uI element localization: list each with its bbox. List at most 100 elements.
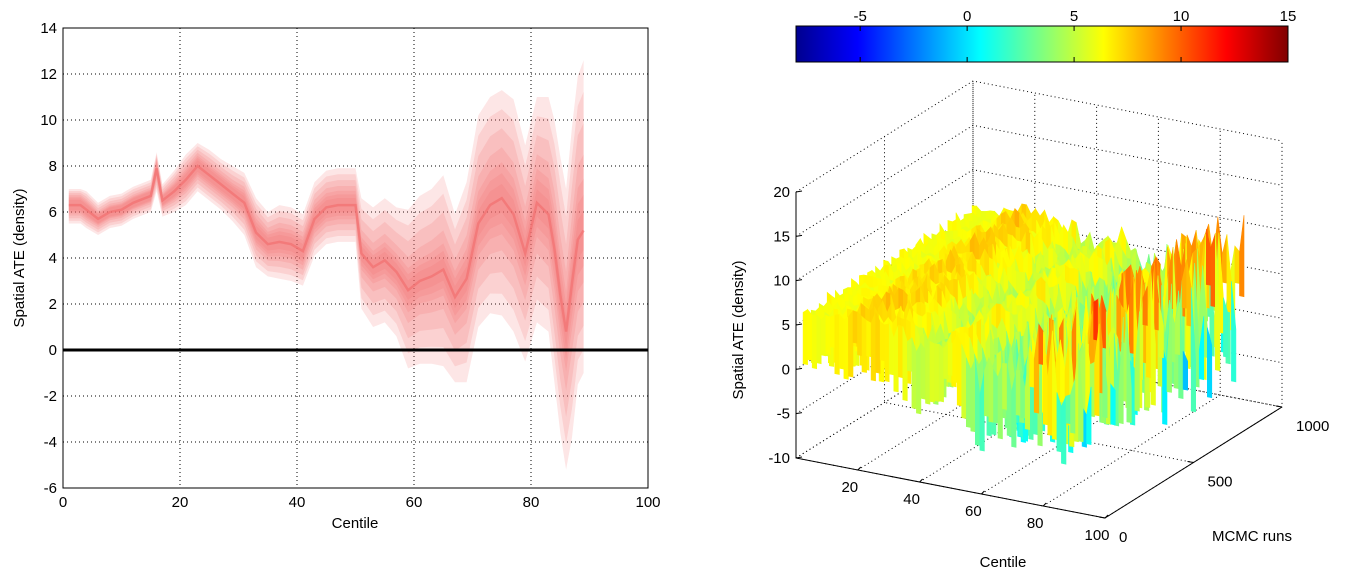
x-tick-label: 80 <box>1027 515 1044 532</box>
x-tick <box>1042 502 1047 507</box>
credible-bands <box>68 60 585 470</box>
y-tick-label: 4 <box>49 250 57 267</box>
z-tick-label: 20 <box>773 184 790 201</box>
x-tick-label: 100 <box>635 494 660 511</box>
surface-patch <box>1134 311 1140 412</box>
z-tick-labels: -10 -5 0 5 10 15 20 <box>768 184 803 467</box>
credible-band-layer <box>68 147 584 391</box>
x-tick <box>1104 514 1109 519</box>
surface-chart: -5 0 5 10 15 -10 -5 0 5 10 15 20 20 40 60 80 100 0 500 1… <box>730 8 1329 571</box>
z-tick-label: 0 <box>782 361 790 378</box>
surface-patch <box>1174 302 1180 356</box>
y-tick-label: 10 <box>40 112 57 129</box>
plot-frame <box>62 27 649 489</box>
surface-patch <box>1231 281 1237 383</box>
surface-patch <box>1110 383 1116 426</box>
y-axis-label: Spatial ATE (density) <box>11 189 28 328</box>
surface-patch <box>807 308 813 361</box>
surface-patch <box>1150 289 1156 406</box>
surface-patch <box>816 314 822 365</box>
colorbar-tick-label: 10 <box>1173 8 1190 25</box>
surface-patch <box>1223 297 1229 358</box>
z-tick-label: -10 <box>768 450 790 467</box>
y-tick-label: 6 <box>49 204 57 221</box>
credible-band-layer <box>68 157 584 360</box>
y-tick-labels: 0 500 1000 <box>1098 405 1329 546</box>
surface-patch <box>1024 346 1030 430</box>
x-tick-label: 40 <box>903 491 920 508</box>
z-tick <box>795 456 803 459</box>
surface-patch <box>979 371 985 452</box>
surface-patch <box>1065 394 1071 425</box>
x-tick-label: 60 <box>406 494 423 511</box>
z-tick <box>795 190 803 193</box>
x-axis-label: Centile <box>980 554 1027 571</box>
credible-band-layer <box>68 155 584 372</box>
surface-patch <box>866 320 872 358</box>
surface-patch <box>829 314 836 348</box>
y-tick-label: 0 <box>1119 529 1127 546</box>
x-tick-label: 20 <box>841 479 858 496</box>
surface-patch <box>997 363 1003 440</box>
surface-patch <box>1222 234 1228 284</box>
surface-patch <box>802 308 808 365</box>
x-tick-labels: 0 20 40 60 80 100 <box>59 494 661 511</box>
colorbar <box>795 25 1289 63</box>
surface-patch <box>1078 343 1084 443</box>
z-tick <box>795 279 803 282</box>
surface-patch <box>852 310 858 344</box>
surface-patch <box>1126 313 1132 424</box>
surface-patch <box>947 342 954 377</box>
surface-patch <box>943 341 949 380</box>
surface-patch <box>1226 234 1232 313</box>
surface-patch <box>1061 395 1067 465</box>
credible-band-layer <box>68 91 584 444</box>
y-tick-label: 500 <box>1208 474 1233 491</box>
surface-patch <box>820 314 827 357</box>
z-tick-label: 5 <box>782 317 790 334</box>
surface-patch <box>1038 323 1044 365</box>
surface-patch <box>825 314 831 356</box>
grid-line-z <box>795 80 1283 193</box>
surface-patch <box>843 316 849 380</box>
x-tick-label: 0 <box>59 494 67 511</box>
grid-line-x <box>1042 129 1221 507</box>
surface-patch <box>906 337 913 372</box>
surface-patch <box>857 311 863 357</box>
credible-band-layer <box>68 123 584 418</box>
y-tick-labels: -6 -4 -2 0 2 4 6 8 10 12 14 <box>40 20 57 497</box>
z-tick-label: 10 <box>773 273 790 290</box>
surface-patch <box>875 312 881 374</box>
surface-patch <box>1086 386 1092 445</box>
surface-patch <box>848 309 854 378</box>
surface-patch <box>861 315 867 373</box>
z-tick-label: 15 <box>773 228 790 245</box>
z-tick <box>795 412 803 415</box>
surface-patch <box>879 321 886 362</box>
surface-patch <box>952 334 958 383</box>
x-axis-label: Centile <box>332 515 379 532</box>
surface-patch <box>993 368 999 424</box>
y-tick-label: 12 <box>40 66 57 83</box>
x-tick <box>857 466 862 471</box>
surface-patch <box>893 325 899 393</box>
surface-patch <box>1070 379 1076 434</box>
surface-patch <box>938 343 944 403</box>
median-line <box>68 164 585 332</box>
colorbar-tick-label: 15 <box>1280 8 1297 25</box>
colorbar-tick-label: 5 <box>1070 8 1078 25</box>
y-tick-label: -6 <box>44 480 57 497</box>
surface-patch <box>902 326 908 402</box>
surface <box>802 203 1245 465</box>
surface-patch <box>884 323 890 383</box>
surface-patch <box>1239 215 1245 298</box>
credible-band-layer <box>68 60 584 470</box>
y-tick-label: 14 <box>40 20 57 37</box>
y-tick <box>1187 461 1194 463</box>
surface-patch <box>870 312 876 382</box>
surface-patch <box>920 342 926 400</box>
surface-patch <box>1094 323 1100 417</box>
y-tick-label: 2 <box>49 296 57 313</box>
surface-patch <box>1102 348 1108 419</box>
